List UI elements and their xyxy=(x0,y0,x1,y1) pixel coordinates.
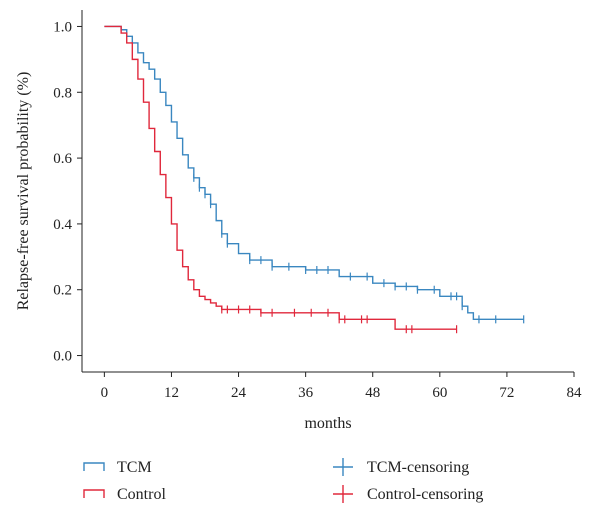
legend-label-tcm: TCM xyxy=(117,459,152,476)
y-tick-label: 1.0 xyxy=(53,19,72,35)
legend-item-control: Control xyxy=(83,486,166,503)
legend: TCM Control TCM-censoring Control-censor… xyxy=(83,458,483,503)
legend-label-control-censoring: Control-censoring xyxy=(367,486,483,503)
y-ticks: 0.0 0.2 0.4 0.6 0.8 1.0 xyxy=(53,19,82,365)
y-tick-label: 0.2 xyxy=(53,283,72,299)
axes xyxy=(81,10,574,373)
x-tick-label: 84 xyxy=(567,385,583,401)
series-tcm xyxy=(104,25,525,324)
legend-item-tcm-censoring: TCM-censoring xyxy=(333,458,469,476)
series-layer xyxy=(104,25,525,334)
x-tick-label: 24 xyxy=(231,385,247,401)
legend-swatch-control-censoring xyxy=(333,485,353,503)
y-tick-label: 0.8 xyxy=(53,85,72,101)
y-tick-label: 0.0 xyxy=(53,349,72,365)
x-tick-label: 36 xyxy=(298,385,314,401)
x-tick-label: 0 xyxy=(101,385,109,401)
x-tick-label: 48 xyxy=(365,385,380,401)
x-axis-label: months xyxy=(304,415,351,432)
legend-label-tcm-censoring: TCM-censoring xyxy=(367,459,469,476)
legend-label-control: Control xyxy=(117,486,166,503)
x-tick-label: 60 xyxy=(432,385,447,401)
y-tick-label: 0.4 xyxy=(53,217,72,233)
series-line-tcm xyxy=(104,25,524,321)
legend-swatch-tcm-censoring xyxy=(333,458,353,476)
x-tick-label: 72 xyxy=(499,385,514,401)
series-control xyxy=(104,25,458,334)
x-ticks: 0 12 24 36 48 60 72 84 xyxy=(101,372,582,401)
x-tick-label: 12 xyxy=(164,385,179,401)
y-tick-label: 0.6 xyxy=(53,151,72,167)
legend-item-control-censoring: Control-censoring xyxy=(333,485,483,503)
series-line-control xyxy=(104,25,457,330)
y-axis-label: Relapse-free survival probability (%) xyxy=(15,72,32,311)
legend-item-tcm: TCM xyxy=(83,459,152,476)
legend-swatch-control xyxy=(83,489,105,498)
legend-swatch-tcm xyxy=(83,462,105,471)
